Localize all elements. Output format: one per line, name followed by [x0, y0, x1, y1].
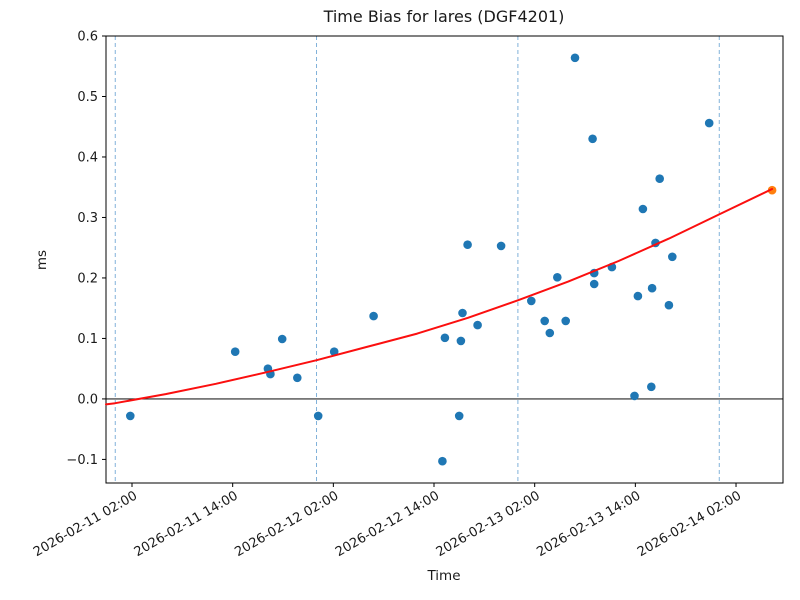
x-tick-label: 2026-02-12 14:00 — [333, 488, 442, 560]
latest-data-point — [767, 185, 777, 195]
data-point — [454, 411, 464, 421]
data-point — [456, 336, 466, 346]
x-tick-label: 2026-02-13 14:00 — [534, 488, 643, 560]
data-point — [126, 411, 135, 421]
data-point — [458, 308, 467, 318]
x-tick-label: 2026-02-14 02:00 — [635, 488, 744, 560]
data-point — [527, 296, 536, 306]
data-point — [647, 382, 656, 392]
y-tick-label: 0.3 — [77, 211, 98, 226]
x-tick-label: 2026-02-13 02:00 — [434, 488, 543, 560]
y-tick-label: −0.1 — [66, 453, 98, 468]
data-point — [704, 118, 714, 128]
data-point — [633, 291, 643, 301]
data-point — [668, 252, 677, 262]
x-tick-label: 2026-02-11 02:00 — [31, 488, 140, 560]
data-point — [647, 283, 657, 293]
data-point — [553, 273, 562, 282]
data-point — [369, 311, 378, 321]
data-point — [440, 333, 450, 343]
y-axis-title: ms — [34, 250, 50, 270]
data-point — [545, 328, 555, 338]
y-tick-label: 0.0 — [77, 392, 98, 407]
data-point — [570, 53, 580, 63]
data-point — [589, 279, 599, 289]
x-axis-title: Time — [426, 568, 460, 584]
data-point — [638, 204, 648, 214]
data-point — [293, 373, 302, 383]
trend-fit-line — [105, 188, 774, 406]
data-point — [496, 241, 506, 251]
y-tick-label: 0.1 — [77, 332, 98, 347]
data-point — [473, 320, 482, 330]
plot-area — [105, 35, 784, 484]
chart-title: Time Bias for lares (DGF4201) — [323, 7, 565, 26]
data-point — [540, 316, 549, 326]
data-point — [277, 334, 287, 344]
data-point — [664, 300, 674, 310]
data-point — [630, 391, 639, 401]
data-point — [230, 347, 240, 357]
data-point — [463, 240, 472, 249]
data-point — [588, 134, 597, 144]
data-point — [438, 456, 447, 466]
data-point — [655, 174, 664, 183]
y-tick-label: 0.2 — [77, 271, 98, 286]
y-tick-label: 0.6 — [77, 30, 98, 45]
x-tick-label: 2026-02-11 14:00 — [132, 488, 241, 560]
y-tick-label: 0.4 — [77, 150, 98, 165]
y-tick-label: 0.5 — [77, 90, 98, 105]
x-tick-label: 2026-02-12 02:00 — [232, 488, 341, 560]
data-point — [313, 411, 323, 421]
data-point — [329, 347, 339, 357]
data-point — [561, 316, 570, 326]
